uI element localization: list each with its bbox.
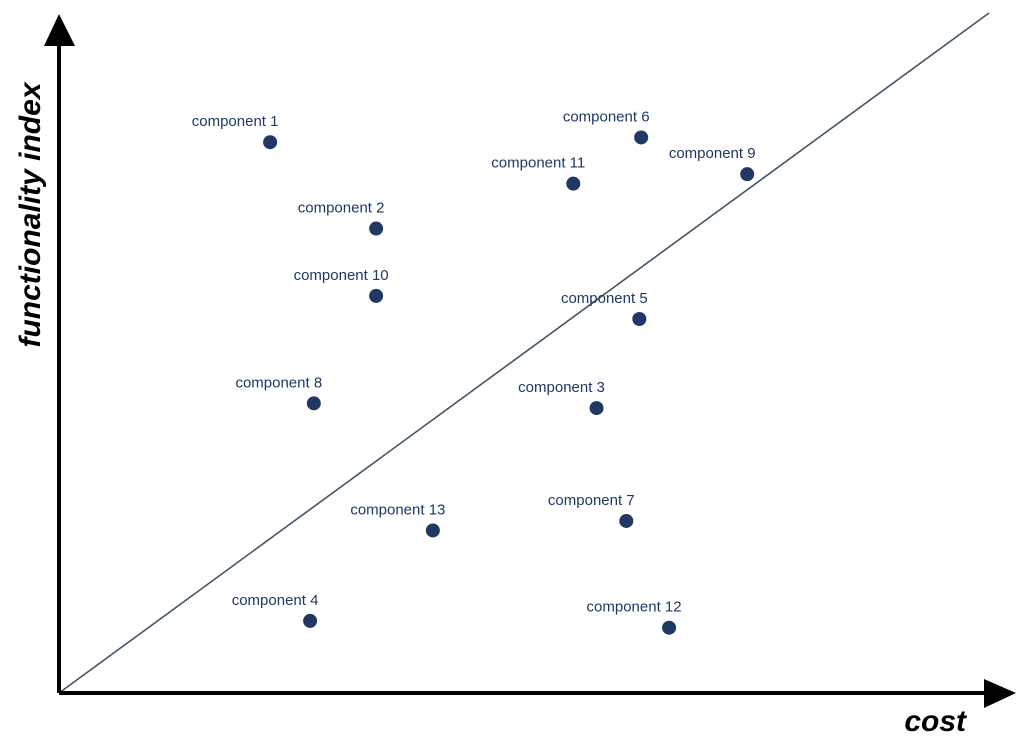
trend-line [58, 12, 990, 694]
data-point-label: component 5 [561, 290, 648, 307]
data-point-label: component 11 [491, 155, 585, 172]
data-point-label: component 13 [350, 501, 445, 518]
data-point [740, 167, 755, 182]
data-points: component 1 component 2 component 3 compone… [192, 108, 756, 635]
data-point [589, 401, 604, 416]
data-point-label: component 1 [192, 113, 279, 130]
data-point [566, 176, 581, 191]
data-point-label: component 8 [235, 374, 322, 391]
x-axis-title: cost [904, 705, 968, 738]
data-point [634, 130, 649, 145]
x-axis-arrow-icon [984, 679, 1016, 708]
data-point-label: component 9 [669, 145, 756, 162]
data-point-label: component 10 [294, 267, 389, 284]
axes: cost functionality index [14, 14, 1016, 738]
data-point-label: component 4 [232, 592, 319, 609]
data-point [369, 288, 384, 303]
data-point-label: component 2 [298, 200, 385, 217]
data-point [369, 221, 384, 236]
trend-line-layer [58, 12, 990, 694]
data-point-label: component 12 [587, 599, 682, 616]
data-point [425, 523, 440, 538]
data-point [306, 396, 321, 411]
data-point-label: component 7 [548, 492, 635, 509]
y-axis-arrow-icon [44, 14, 75, 46]
data-point [619, 513, 634, 528]
data-point [263, 135, 278, 150]
data-point-label: component 3 [518, 379, 605, 396]
data-point [662, 620, 677, 635]
y-axis-title: functionality index [14, 81, 47, 347]
data-point [632, 312, 647, 326]
data-point-label: component 6 [563, 108, 650, 125]
data-point [303, 613, 318, 628]
